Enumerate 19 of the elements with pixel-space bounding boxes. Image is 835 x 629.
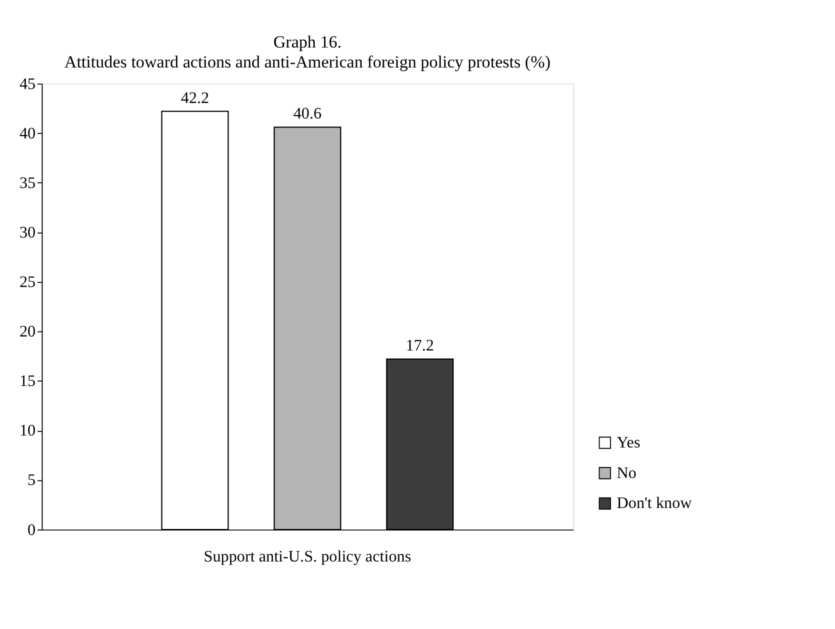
y-tick-label: 10	[19, 422, 36, 440]
data-label: 40.6	[293, 106, 322, 123]
y-tick-label: 15	[19, 373, 36, 390]
y-tick-label: 35	[19, 174, 36, 192]
data-label: 42.2	[180, 90, 210, 107]
y-tick-label: 20	[19, 324, 36, 341]
legend-label: Yes	[616, 434, 640, 452]
chart-title: Graph 16.	[273, 32, 342, 52]
y-tick-label: 30	[19, 224, 36, 242]
legend-label: No	[616, 464, 636, 482]
legend-label: Don't know	[616, 495, 692, 512]
y-tick-label: 45	[19, 76, 36, 93]
chart-subtitle: Attitudes toward actions and anti-American foreign policy protests (%)	[64, 52, 550, 72]
y-tick-label: 40	[19, 125, 36, 142]
y-tick-label: 5	[28, 472, 36, 490]
data-label: 17.2	[406, 338, 434, 355]
x-tick-label: Support anti-U.S. policy actions	[204, 548, 412, 566]
y-tick-label: 25	[19, 274, 36, 292]
y-tick-label: 0	[28, 522, 36, 539]
